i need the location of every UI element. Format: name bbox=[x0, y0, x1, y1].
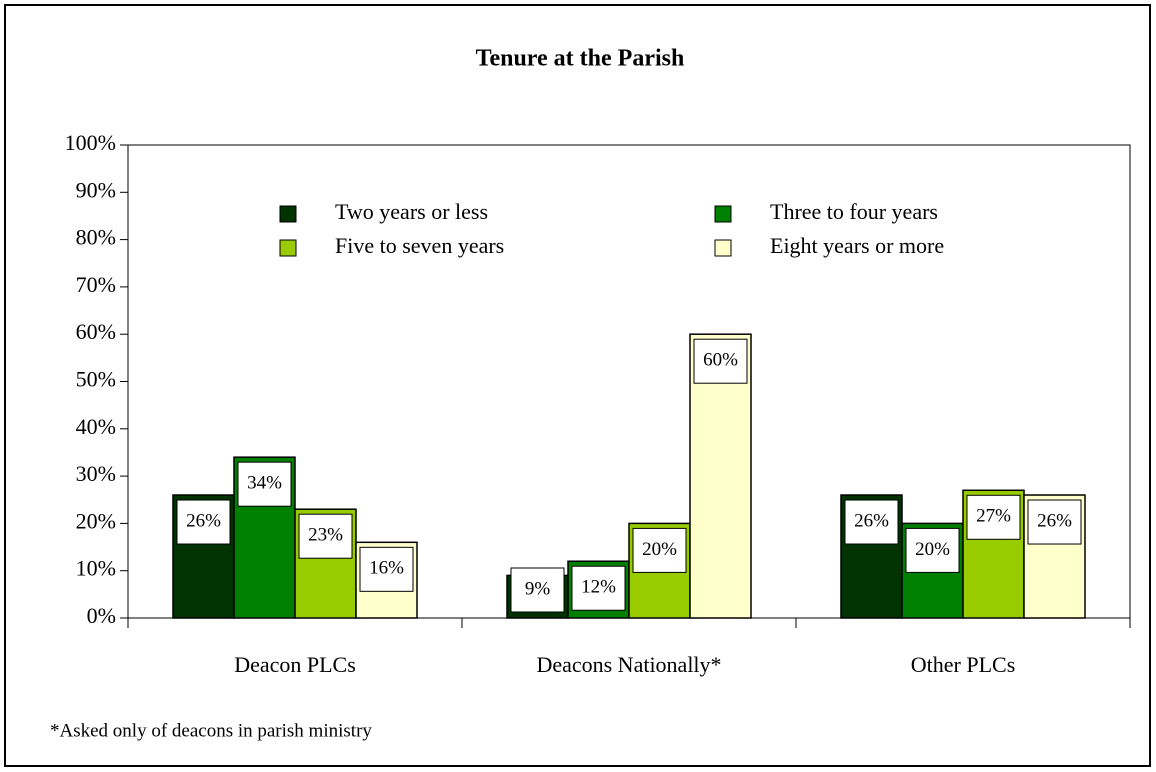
value-label-box bbox=[510, 567, 565, 613]
legend-swatch bbox=[714, 205, 732, 223]
value-label-box bbox=[298, 513, 353, 559]
value-label-box bbox=[237, 461, 292, 507]
value-label-box bbox=[966, 494, 1021, 540]
x-tick-label: Deacon PLCs bbox=[234, 652, 356, 677]
legend-swatch bbox=[714, 239, 732, 257]
y-tick-label: 10% bbox=[76, 556, 116, 581]
y-tick-label: 50% bbox=[76, 367, 116, 392]
y-tick-label: 80% bbox=[76, 225, 116, 250]
value-label: 20% bbox=[915, 539, 950, 560]
y-tick-label: 70% bbox=[76, 272, 116, 297]
y-tick-label: 90% bbox=[76, 177, 116, 202]
y-tick-label: 100% bbox=[65, 130, 116, 155]
value-label: 20% bbox=[642, 539, 677, 560]
chart-title: Tenure at the Parish bbox=[476, 46, 685, 72]
value-label: 26% bbox=[186, 510, 221, 531]
value-label: 12% bbox=[581, 577, 616, 598]
x-tick-label: Deacons Nationally* bbox=[536, 652, 721, 677]
legend-label: Eight years or more bbox=[770, 233, 944, 258]
value-label-box bbox=[571, 565, 626, 611]
value-label: 27% bbox=[976, 506, 1011, 527]
value-label-box bbox=[176, 499, 231, 545]
value-label-box bbox=[632, 527, 687, 573]
value-label: 9% bbox=[525, 578, 551, 599]
value-label-box bbox=[693, 338, 748, 384]
value-label: 60% bbox=[703, 350, 738, 371]
y-tick-label: 0% bbox=[87, 603, 116, 628]
y-tick-label: 40% bbox=[76, 414, 116, 439]
value-label-box bbox=[905, 527, 960, 573]
legend-swatch bbox=[279, 205, 297, 223]
value-label: 26% bbox=[1037, 510, 1072, 531]
value-label: 34% bbox=[247, 473, 282, 494]
y-tick-label: 60% bbox=[76, 319, 116, 344]
x-tick-label: Other PLCs bbox=[911, 652, 1016, 677]
legend-label: Three to four years bbox=[770, 199, 938, 224]
y-tick-label: 20% bbox=[76, 508, 116, 533]
value-label-box bbox=[359, 546, 414, 592]
legend-label: Five to seven years bbox=[335, 233, 504, 258]
value-label: 23% bbox=[308, 525, 343, 546]
footnote: *Asked only of deacons in parish ministr… bbox=[50, 720, 372, 741]
value-label: 16% bbox=[369, 558, 404, 579]
y-tick-label: 30% bbox=[76, 461, 116, 486]
legend-swatch bbox=[279, 239, 297, 257]
value-label-box bbox=[1027, 499, 1082, 545]
value-label: 26% bbox=[854, 510, 889, 531]
value-label-box bbox=[844, 499, 899, 545]
legend-label: Two years or less bbox=[335, 199, 488, 224]
